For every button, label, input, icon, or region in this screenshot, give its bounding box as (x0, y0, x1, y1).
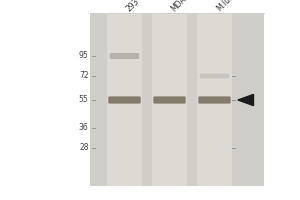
Polygon shape (238, 94, 254, 106)
Text: 55: 55 (79, 96, 88, 104)
Bar (90, 14, 264, 186)
FancyBboxPatch shape (198, 96, 231, 104)
Bar (197, 14, 232, 186)
Text: 36: 36 (79, 123, 88, 132)
FancyBboxPatch shape (110, 53, 139, 59)
FancyBboxPatch shape (108, 96, 141, 104)
Text: 72: 72 (79, 72, 88, 80)
Text: 95: 95 (79, 51, 88, 60)
Text: MDA-MB-453: MDA-MB-453 (169, 0, 211, 13)
FancyBboxPatch shape (200, 74, 229, 78)
Bar (152, 14, 187, 186)
Text: 293: 293 (124, 0, 141, 13)
FancyBboxPatch shape (153, 96, 186, 104)
Text: 28: 28 (79, 144, 88, 152)
Text: M.lung: M.lung (214, 0, 239, 13)
Bar (107, 14, 142, 186)
